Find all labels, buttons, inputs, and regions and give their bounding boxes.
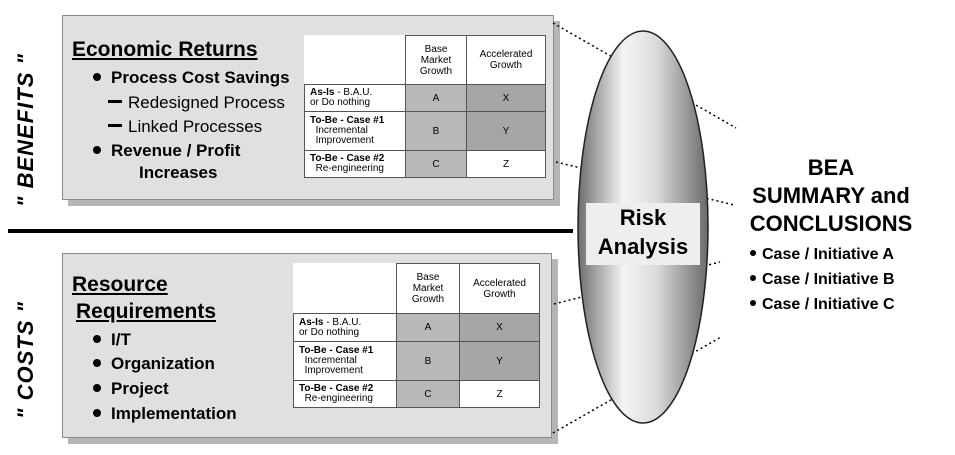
bullet-icon [750,274,756,281]
costs-heading-line2: Requirements [76,300,217,323]
dash-icon [108,124,122,128]
divider-line [8,229,573,233]
cell-x: X [459,313,540,342]
costs-panel: Resource Requirements I/T Organization P… [62,253,552,438]
cell-y: Y [459,341,540,381]
cell-a: A [405,84,467,112]
benefits-subitem-2: Linked Processes [108,117,262,137]
bullet-icon [93,408,101,417]
summary-item-a: Case / Initiative A [750,246,894,264]
bullet-icon [93,72,101,81]
col-header-base: Base Market Growth [405,35,467,85]
row-header-case-2: To-Be - Case #2 Re-engineering [304,150,406,178]
benefits-item-2: Revenue / Profit [93,141,240,161]
bullet-icon [93,334,101,343]
summary-item-b: Case / Initiative B [750,271,895,289]
row-header-case-1: To-Be - Case #1 Incremental Improvement [304,111,406,151]
col-header-accelerated: Accelerated Growth [459,263,540,314]
benefits-panel: Economic Returns Process Cost Savings Re… [62,15,554,200]
cell-y: Y [466,111,546,151]
bullet-icon [93,145,101,154]
col-header-base: Base Market Growth [396,263,460,314]
cell-x: X [466,84,546,112]
risk-analysis-label: Risk Analysis [586,203,700,265]
cell-c: C [396,380,460,408]
benefits-heading: Economic Returns [72,38,258,61]
costs-matrix: Base Market Growth Accelerated Growth As-Is… [293,263,540,408]
bullet-icon [93,383,101,392]
cell-b: B [396,341,460,381]
costs-item-2: Organization [93,354,215,374]
cell-z: Z [466,150,546,178]
costs-item-1: I/T [93,330,131,350]
cell-c: C [405,150,467,178]
dash-icon [108,100,122,104]
bullet-icon [93,358,101,367]
row-header-as-is: As-Is - B.A.U. or Do nothing [293,313,397,342]
summary-item-c: Case / Initiative C [750,296,895,314]
bullet-icon [750,299,756,306]
costs-item-4: Implementation [93,404,237,424]
bullet-icon [750,249,756,256]
benefits-item-1: Process Cost Savings [93,68,290,88]
cell-z: Z [459,380,540,408]
costs-item-3: Project [93,379,169,399]
benefits-matrix: Base Market Growth Accelerated Growth As-Is… [304,35,546,178]
benefits-subitem-1: Redesigned Process [108,93,285,113]
summary-title: BEA SUMMARY and CONCLUSIONS [749,155,913,236]
costs-heading-line1: Resource [72,273,168,296]
col-header-accelerated: Accelerated Growth [466,35,546,85]
cell-b: B [405,111,467,151]
row-header-as-is: As-Is - B.A.U. or Do nothing [304,84,406,112]
row-header-case-1: To-Be - Case #1 Incremental Improvement [293,341,397,381]
row-header-case-2: To-Be - Case #2 Re-engineering [293,380,397,408]
benefits-item-2-continuation: Increases [139,163,218,182]
